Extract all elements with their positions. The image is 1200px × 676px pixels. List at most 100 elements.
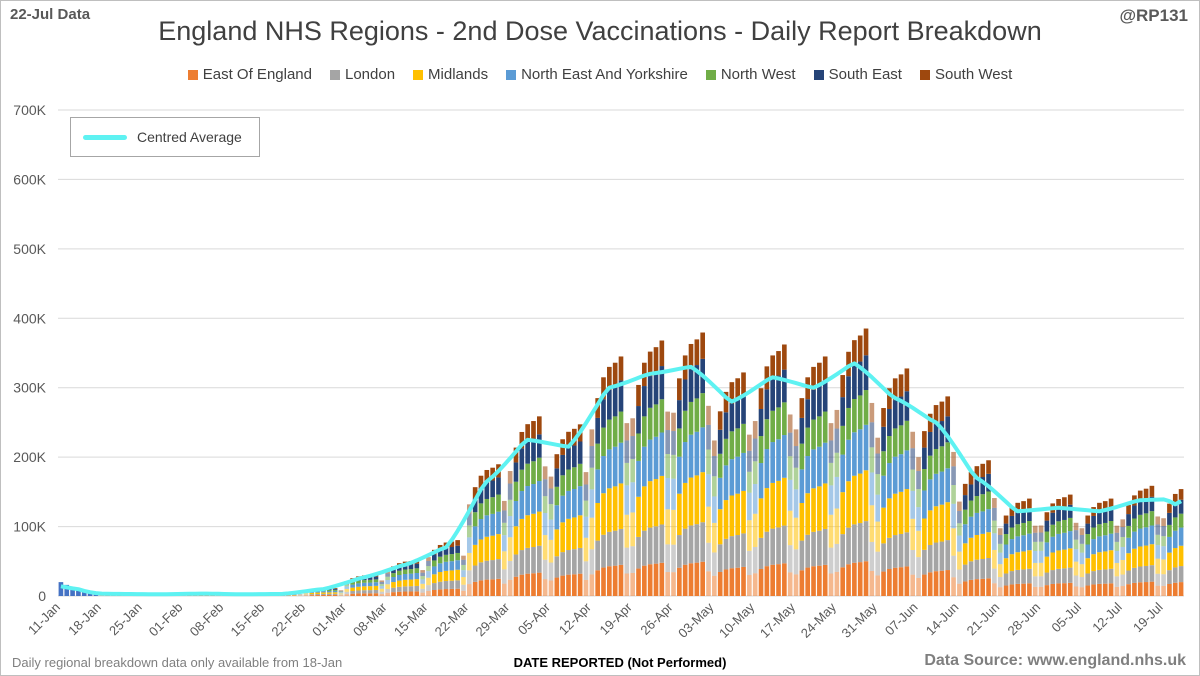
bar-segment (414, 585, 420, 592)
bar-segment (1137, 490, 1143, 502)
bar-segment (927, 510, 933, 545)
bar-segment (338, 595, 344, 596)
bar-segment (957, 501, 962, 512)
bar-segment (811, 389, 816, 420)
bar-segment (466, 513, 472, 526)
bar-segment (1161, 585, 1166, 596)
bar-segment (1079, 535, 1085, 544)
bar-segment (1015, 512, 1021, 525)
bar-segment (787, 572, 793, 596)
bar-segment (1079, 564, 1085, 578)
bar-segment (747, 450, 752, 472)
bar-segment-total (76, 590, 81, 596)
bar-segment (560, 495, 565, 523)
bar-segment (700, 427, 705, 473)
bar-segment (770, 379, 776, 411)
bar-segment (665, 509, 670, 545)
bar-segment (618, 356, 624, 381)
bar-segment (396, 586, 402, 592)
bar-segment (344, 591, 350, 595)
bar-segment (922, 518, 927, 550)
bar-segment (1027, 508, 1032, 521)
bar-segment (659, 475, 665, 525)
bar-segment (852, 365, 857, 399)
bar-segment (857, 473, 863, 524)
bar-segment (601, 493, 606, 535)
bar-segment (747, 550, 752, 576)
x-tick-label: 01-Feb (146, 600, 186, 640)
bar-segment (910, 448, 916, 470)
bar-segment (1167, 583, 1172, 596)
footnote: Daily regional breakdown data only avail… (12, 655, 343, 670)
bar-segment (677, 567, 682, 596)
bar-segment (770, 528, 776, 565)
bar-segment (595, 503, 600, 541)
bar-segment (863, 521, 869, 562)
bar-segment (525, 573, 530, 596)
legend-label: South West (934, 66, 1013, 83)
bar-segment (624, 573, 630, 596)
bar-segment (822, 380, 828, 412)
bar-segment (461, 570, 466, 578)
bar-segment (986, 473, 991, 492)
bar-segment (688, 343, 694, 370)
bar-segment (612, 486, 618, 531)
bar-segment (712, 552, 717, 576)
bar-segment (1120, 536, 1126, 547)
bar-segment (350, 591, 355, 594)
bar-segment (980, 477, 986, 495)
bar-segment (875, 575, 881, 596)
bar-segment (904, 450, 910, 490)
bar-segment (466, 537, 472, 553)
bar-segment (396, 570, 402, 576)
bar-segment (402, 569, 408, 575)
bar-segment (642, 486, 647, 531)
bar-segment (694, 398, 700, 432)
bar-segment (513, 576, 519, 596)
bar-segment (717, 544, 723, 572)
bar-segment (595, 540, 600, 571)
bar-segment (583, 500, 589, 517)
bar-segment (443, 589, 449, 596)
bar-segment (1172, 517, 1178, 531)
bar-segment (1038, 562, 1044, 577)
bar-segment (595, 443, 600, 470)
bar-segment (904, 532, 910, 567)
bar-segment (1009, 527, 1015, 540)
bar-segment (834, 452, 840, 477)
bar-segment (1015, 524, 1021, 537)
bar-segment-total (70, 587, 75, 596)
bar-segment (1091, 539, 1096, 555)
bar-segment (729, 536, 735, 569)
bar-segment (980, 558, 986, 579)
bar-segment (1114, 562, 1120, 577)
bar-segment (1137, 528, 1143, 547)
bar-segment (892, 493, 898, 536)
bar-segment (1085, 544, 1091, 559)
bar-segment (653, 372, 659, 405)
bar-segment (758, 436, 764, 464)
bar-segment (1027, 533, 1032, 551)
bar-segment (367, 577, 373, 580)
bar-segment (1038, 576, 1044, 587)
bar-segment (554, 529, 560, 557)
bar-segment (560, 575, 565, 596)
bar-segment (741, 566, 746, 596)
bar-segment (1108, 498, 1114, 509)
bar-segment (420, 583, 425, 589)
bar-segment (601, 534, 606, 568)
author-handle: @RP131 (1119, 6, 1188, 25)
bar-segment (1102, 583, 1108, 596)
bar-segment (997, 577, 1003, 588)
bar-segment (892, 428, 898, 457)
bar-segment (484, 469, 490, 483)
bar-segment (706, 571, 711, 596)
bar-segment (484, 579, 490, 596)
bar-segment (367, 582, 373, 587)
bar-segment (472, 498, 478, 513)
bar-segment (700, 393, 705, 428)
bar-segment (647, 439, 653, 482)
bar-segment (542, 579, 548, 596)
bar-segment (834, 543, 840, 572)
